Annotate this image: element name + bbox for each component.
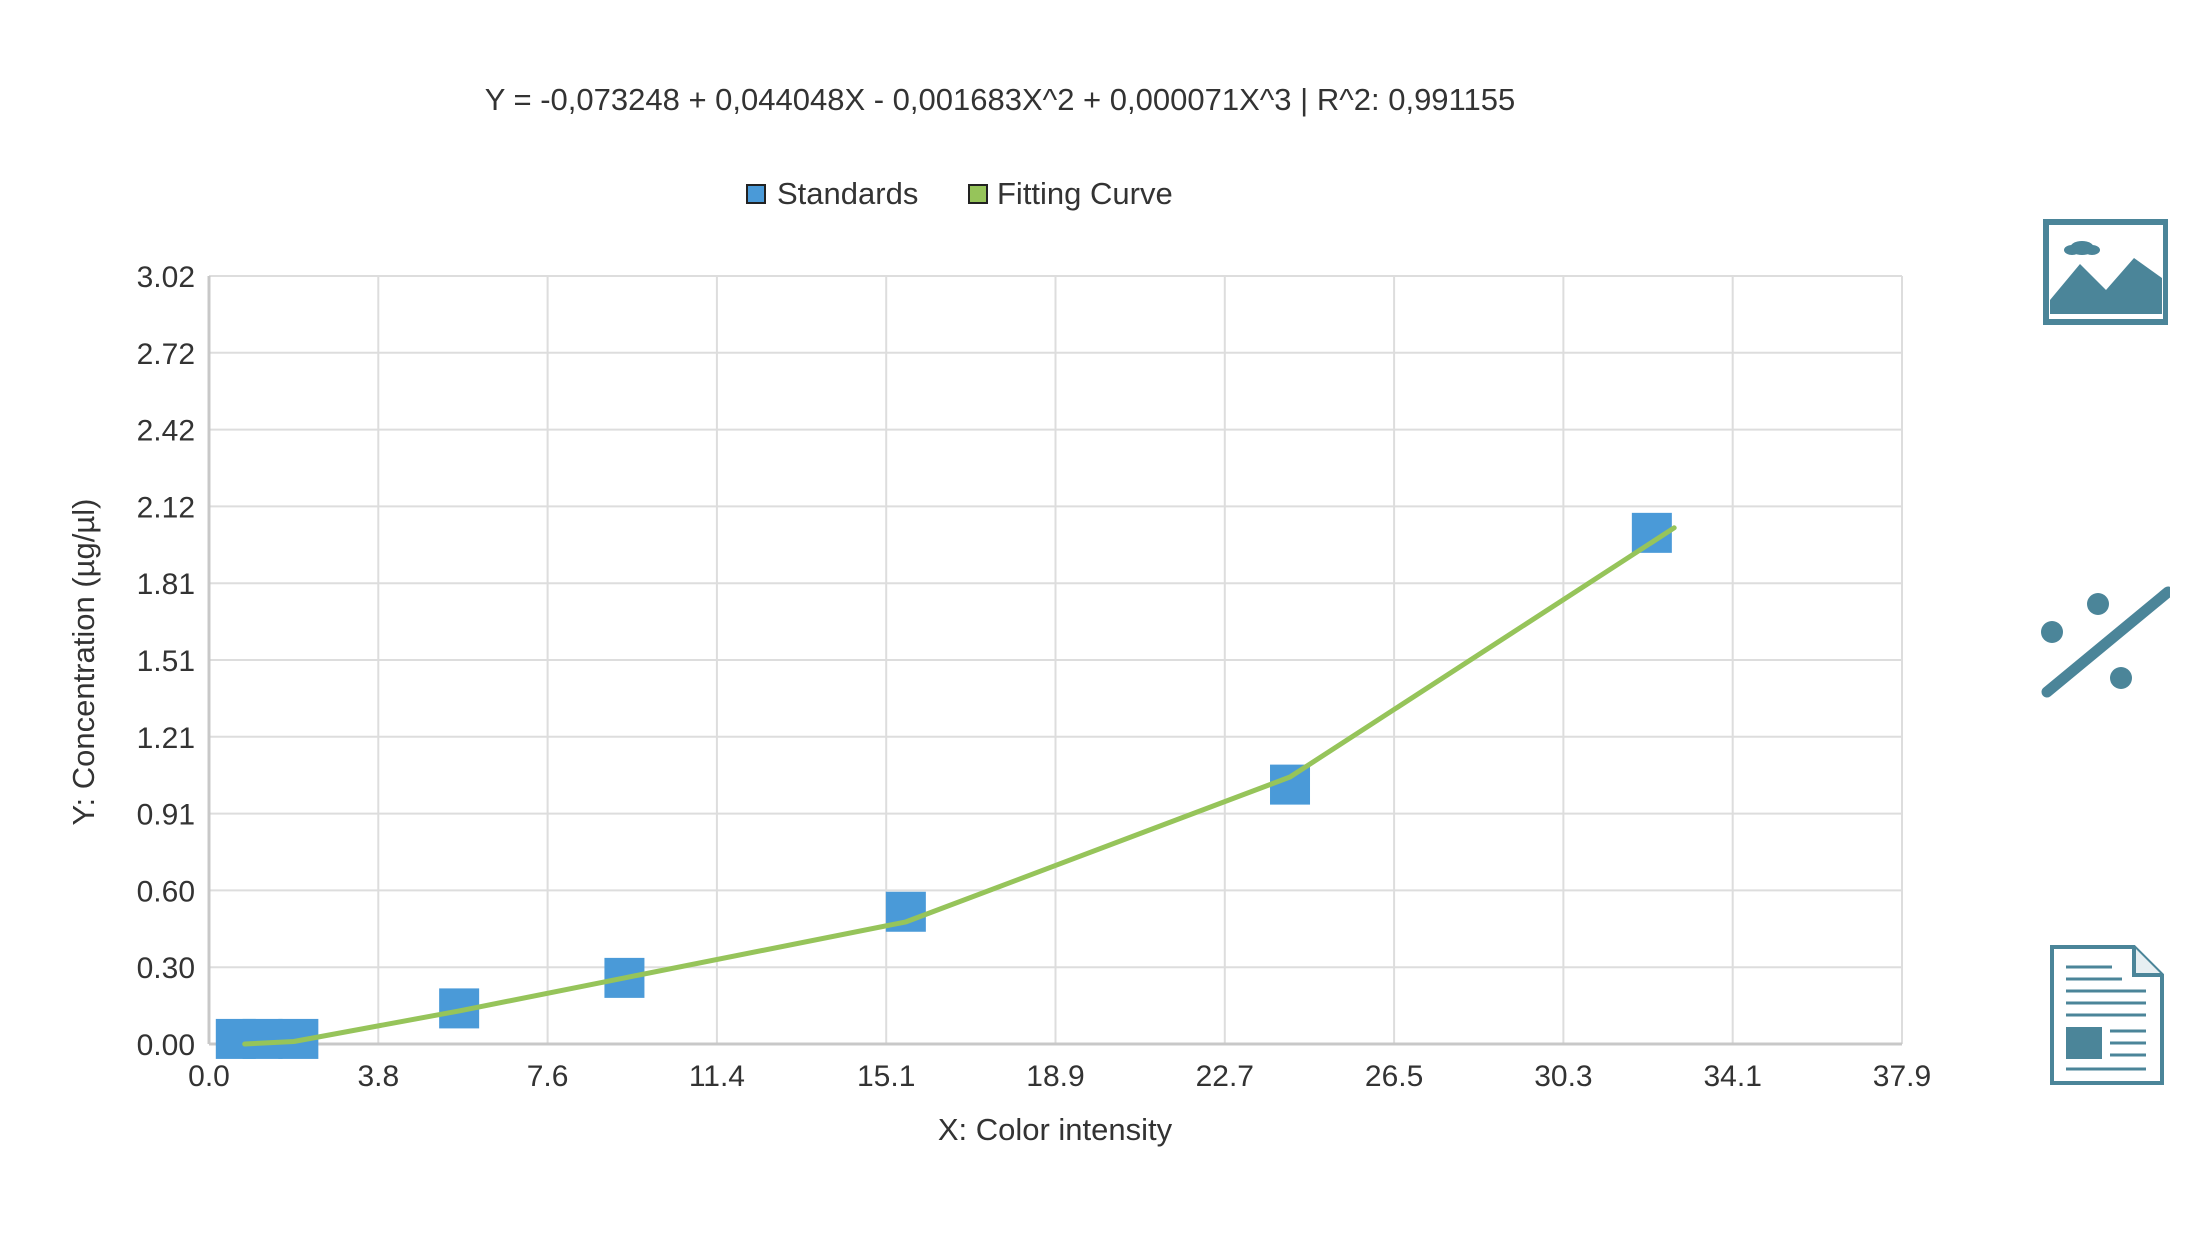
legend-swatch-fitting-curve	[968, 184, 988, 204]
legend-label-fitting-curve: Fitting Curve	[997, 176, 1173, 211]
y-tick-label: 0.00	[137, 1029, 195, 1062]
x-tick-label: 3.8	[357, 1060, 399, 1093]
plot-area	[215, 512, 1677, 1059]
x-tick-label: 7.6	[527, 1060, 569, 1093]
y-tick-label: 1.21	[137, 722, 195, 755]
legend-swatch-standards	[746, 184, 766, 204]
x-tick-label: 22.7	[1196, 1060, 1254, 1093]
x-tick-label: 30.3	[1534, 1060, 1592, 1093]
fitting-curve-line	[242, 525, 1677, 1047]
regression-button[interactable]	[2030, 582, 2174, 702]
y-tick-label: 0.30	[137, 952, 195, 985]
y-tick-label: 1.51	[137, 645, 195, 678]
y-tick-label: 2.42	[137, 415, 195, 448]
y-tick-label: 1.81	[137, 568, 195, 601]
tick-labels: 0.0 3.8 7.6 11.4 15.1 18.9 22.7 26.5 30.3 34.1 37.…	[137, 261, 1932, 1093]
y-tick-label: 2.12	[137, 491, 195, 524]
x-tick-label: 34.1	[1704, 1060, 1762, 1093]
standard-point[interactable]	[242, 1018, 283, 1059]
x-tick-label: 37.9	[1873, 1060, 1931, 1093]
x-tick-label: 18.9	[1026, 1060, 1084, 1093]
image-icon	[2043, 219, 2169, 325]
legend-item-fitting-curve[interactable]: Fitting Curve	[968, 176, 1173, 211]
legend-label-standards: Standards	[777, 176, 918, 211]
x-axis-label: X: Color intensity	[938, 1112, 1173, 1147]
grid	[207, 275, 1903, 1046]
x-tick-label: 0.0	[188, 1060, 230, 1093]
x-tick-label: 15.1	[857, 1060, 915, 1093]
image-export-button[interactable]	[2028, 212, 2169, 332]
x-tick-label: 26.5	[1365, 1060, 1423, 1093]
legend: Standards Fitting Curve	[746, 176, 1173, 211]
legend-item-standards[interactable]: Standards	[746, 176, 918, 211]
report-button[interactable]	[2050, 945, 2168, 1087]
y-tick-label: 0.60	[137, 875, 195, 908]
percent-icon	[2041, 586, 2174, 698]
chart-title: Y = -0,073248 + 0,044048X - 0,001683X^2 …	[485, 82, 1515, 117]
report-document-icon	[2050, 945, 2164, 1085]
x-tick-label: 11.4	[689, 1060, 745, 1093]
y-tick-label: 2.72	[137, 338, 195, 371]
y-axis-label: Y: Concentration (µg/µl)	[66, 499, 101, 826]
y-tick-label: 0.91	[137, 799, 195, 832]
y-tick-label: 3.02	[137, 261, 195, 294]
